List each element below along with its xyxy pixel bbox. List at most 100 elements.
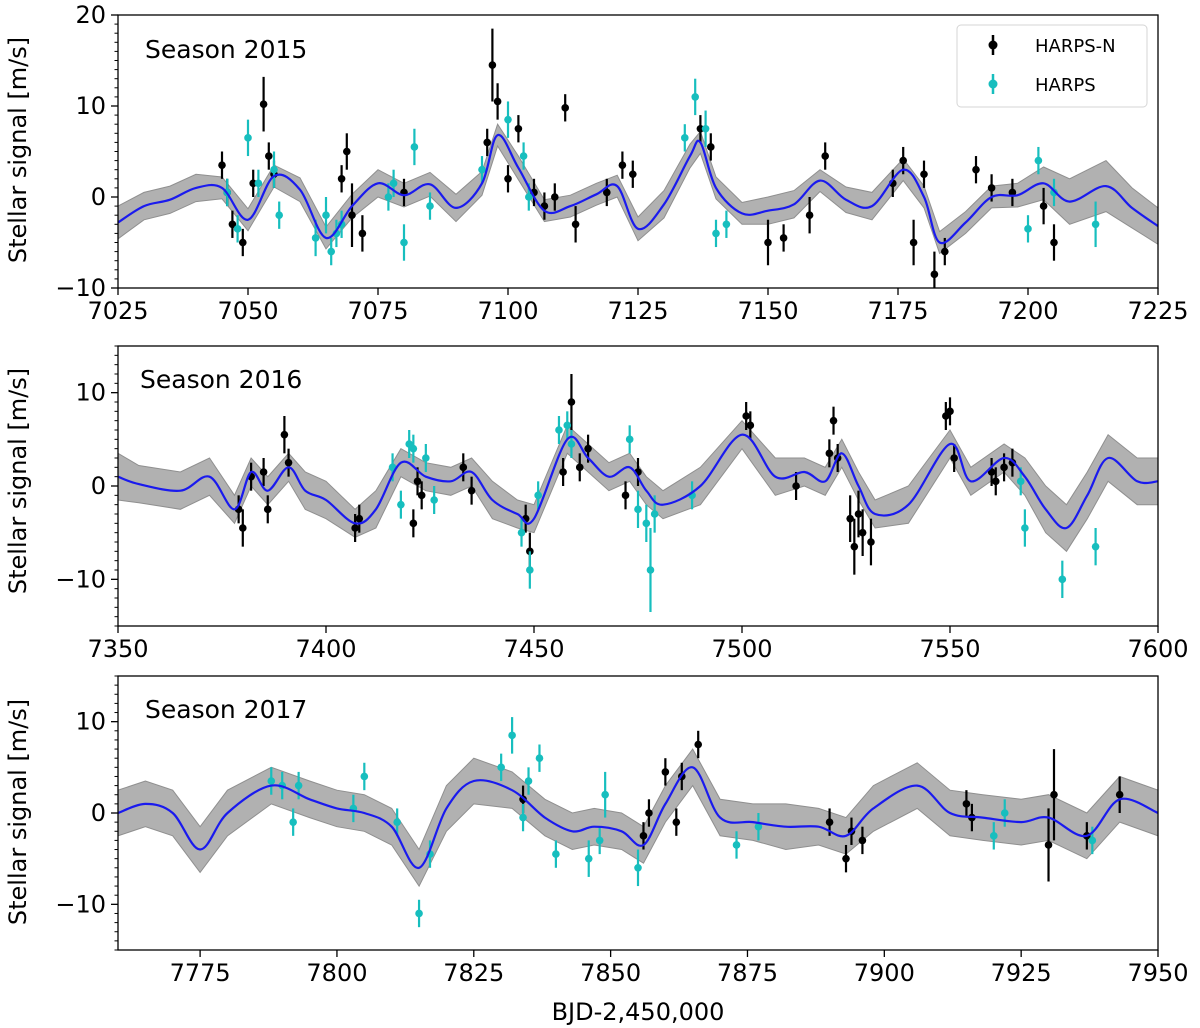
point-harps: [322, 211, 330, 219]
point-harps: [1021, 524, 1029, 532]
point-harps: [254, 179, 263, 188]
panel-1-title: Season 2015: [145, 35, 307, 64]
point-harps-n: [284, 458, 293, 467]
point-harps-n: [696, 124, 705, 133]
point-harps: [508, 731, 516, 740]
legend: HARPS-N HARPS: [956, 24, 1148, 108]
x-tick-label: 7050: [217, 297, 278, 325]
panel-2-ylabel: Stellar signal [m/s]: [4, 368, 32, 594]
point-harps: [1050, 188, 1058, 197]
point-harps-n: [825, 449, 834, 458]
point-harps-n: [946, 407, 954, 416]
point-harps-n: [584, 444, 592, 453]
panel-1-ylabel: Stellar signal [m/s]: [4, 37, 32, 263]
point-harps: [595, 836, 604, 845]
point-harps: [1016, 477, 1025, 486]
model-curve: [118, 433, 1158, 530]
legend-box: [956, 24, 1148, 108]
point-harps-n: [504, 175, 512, 183]
point-harps-n: [263, 505, 272, 514]
x-tick-label: 7125: [607, 297, 668, 325]
point-harps-n: [854, 510, 863, 518]
point-harps: [233, 225, 242, 233]
point-harps: [289, 818, 297, 826]
point-harps: [422, 454, 430, 462]
point-harps: [584, 854, 593, 863]
y-tick-label: 10: [75, 708, 106, 736]
point-harps-n: [575, 463, 584, 472]
point-harps: [712, 229, 720, 238]
y-tick-label: −10: [55, 565, 106, 593]
y-tick-label: −10: [55, 274, 106, 302]
point-harps: [409, 444, 418, 453]
point-harps-n: [1115, 790, 1124, 799]
point-harps-n: [337, 175, 346, 183]
plot-area: [118, 374, 1158, 612]
point-harps: [989, 832, 998, 840]
point-harps: [625, 435, 634, 444]
point-harps-n: [348, 211, 356, 219]
point-harps: [270, 165, 278, 174]
point-harps-n: [343, 147, 351, 156]
point-harps: [634, 864, 642, 872]
x-tick-label: 7100: [477, 297, 538, 325]
point-harps-n: [621, 491, 630, 500]
x-tick-label: 7450: [503, 635, 564, 663]
point-harps-n: [409, 519, 418, 528]
x-tick-label: 7200: [997, 297, 1058, 325]
point-harps-n: [987, 184, 996, 192]
point-harps-n: [259, 468, 268, 476]
point-harps-n: [639, 832, 648, 840]
point-harps-n: [821, 152, 829, 160]
point-harps: [388, 463, 397, 472]
point-harps: [526, 566, 534, 574]
point-harps-n: [603, 188, 611, 197]
point-harps: [410, 143, 419, 151]
point-harps: [1088, 836, 1097, 845]
point-harps: [415, 909, 423, 918]
y-tick-label: 20: [75, 1, 106, 29]
point-harps: [430, 496, 438, 504]
x-tick-label: 7850: [580, 959, 641, 987]
x-tick-label: 7825: [443, 959, 504, 987]
point-harps: [426, 202, 434, 210]
point-harps: [400, 238, 408, 247]
point-harps: [519, 152, 528, 160]
point-harps-n: [567, 398, 576, 406]
point-harps: [478, 165, 486, 174]
x-tick-label: 7025: [87, 297, 148, 325]
point-harps: [642, 519, 651, 528]
point-harps: [1024, 225, 1032, 233]
point-harps: [732, 841, 741, 849]
x-tick-label: 7150: [737, 297, 798, 325]
point-harps-n: [941, 247, 949, 256]
y-tick-label: −10: [55, 890, 106, 918]
point-harps-n: [920, 170, 928, 179]
point-harps: [754, 822, 763, 831]
point-harps-n: [561, 104, 569, 112]
point-harps: [681, 134, 689, 142]
point-harps-n: [645, 809, 653, 817]
point-harps-n: [661, 768, 670, 776]
point-harps-n: [358, 229, 367, 238]
panel-3-ylabel: Stellar signal [m/s]: [4, 699, 32, 925]
point-harps-n: [850, 542, 859, 551]
point-harps-n: [355, 514, 364, 523]
point-harps-n: [694, 740, 703, 749]
point-harps-n: [280, 430, 289, 439]
point-harps-n: [829, 416, 838, 425]
point-harps: [601, 790, 609, 799]
point-harps: [397, 500, 405, 509]
point-harps-n: [239, 524, 247, 532]
x-tick-label: 7500: [711, 635, 772, 663]
point-harps-n: [559, 468, 567, 476]
y-tick-label: 10: [75, 92, 106, 120]
point-harps: [275, 211, 284, 219]
y-tick-label: 0: [91, 799, 106, 827]
point-harps-n: [551, 193, 559, 201]
point-harps: [1058, 575, 1067, 584]
legend-label-harps: HARPS: [1035, 75, 1096, 96]
point-harps: [1000, 809, 1009, 817]
point-harps-n: [493, 97, 502, 106]
